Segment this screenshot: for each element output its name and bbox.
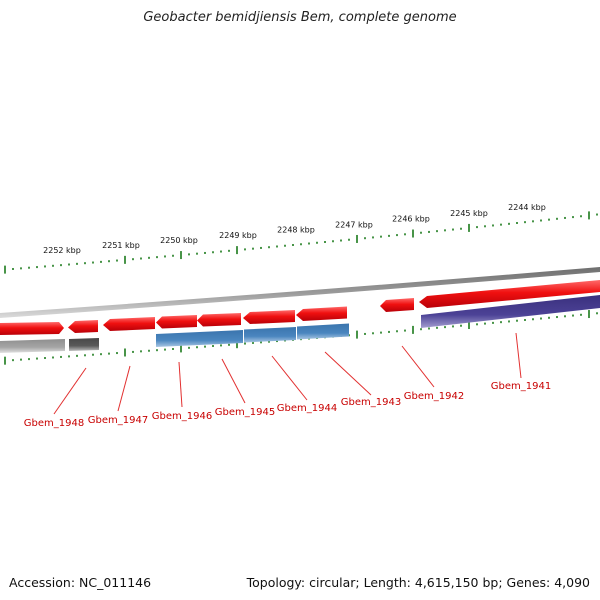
kbp-tick-label: 2245 kbp <box>450 209 488 218</box>
genome-backbone <box>0 267 600 318</box>
upper-tick-track <box>4 211 598 274</box>
gene-arrow-gbem-1948-fwd[interactable] <box>0 322 64 335</box>
gene-arrow-gbem-1946-fwd[interactable] <box>156 315 197 329</box>
gene-block-gbem-1941-rev[interactable] <box>421 295 600 328</box>
forward-strand-track <box>0 280 600 335</box>
gene-block-gbem-1948-rev[interactable] <box>0 339 65 353</box>
kbp-tick-label: 2250 kbp <box>160 236 198 245</box>
gene-arrow-gbem-1944-fwd[interactable] <box>243 310 295 324</box>
label-leader-lines <box>53 332 522 415</box>
kbp-tick-label: 2248 kbp <box>277 226 315 235</box>
gene-block-gbem-1947-rev[interactable] <box>69 338 99 351</box>
kbp-tick-label: 2246 kbp <box>392 215 430 224</box>
gene-arrow-gbem-1941-fwd[interactable] <box>419 280 600 308</box>
kbp-tick-label: 2247 kbp <box>335 220 373 229</box>
leader-line-gbem-1946 <box>178 361 183 408</box>
gene-arrow-gbem-1947b-fwd[interactable] <box>103 317 155 331</box>
leader-line-gbem-1941 <box>515 332 522 379</box>
kbp-tick-label: 2249 kbp <box>219 231 257 240</box>
kbp-tick-label: 2252 kbp <box>43 246 81 255</box>
leader-line-gbem-1942 <box>401 345 435 388</box>
gene-block-gbem-1946-rev[interactable] <box>156 330 243 347</box>
gene-block-gbem-1944-rev[interactable] <box>297 323 349 340</box>
gene-arrow-gbem-1945-fwd[interactable] <box>197 313 241 327</box>
gene-label-gbem-1946[interactable]: Gbem_1946 <box>152 411 212 422</box>
leader-line-gbem-1943 <box>324 351 372 396</box>
map-title: Geobacter bemidjiensis Bem, complete gen… <box>143 10 457 25</box>
gene-label-gbem-1943[interactable]: Gbem_1943 <box>341 397 401 408</box>
gene-label-gbem-1945[interactable]: Gbem_1945 <box>215 407 275 418</box>
reverse-strand-track <box>0 295 600 353</box>
gene-label-gbem-1948[interactable]: Gbem_1948 <box>24 418 84 429</box>
gene-label-gbem-1947[interactable]: Gbem_1947 <box>88 415 148 426</box>
gene-label-track: Gbem_1948 Gbem_1947 Gbem_1946 Gbem_1945 … <box>24 381 551 429</box>
gene-label-gbem-1941[interactable]: Gbem_1941 <box>491 381 551 392</box>
gene-block-gbem-1945-rev[interactable] <box>244 327 296 343</box>
kbp-tick-label: 2251 kbp <box>102 241 140 250</box>
kbp-tick-label: 2244 kbp <box>508 203 546 212</box>
accession-text: Accession: NC_011146 <box>9 575 152 590</box>
gene-arrow-gbem-1943-fwd[interactable] <box>296 306 347 322</box>
leader-line-gbem-1947 <box>117 365 131 412</box>
gene-arrow-gbem-1942-fwd[interactable] <box>380 298 414 312</box>
genome-stats-text: Topology: circular; Length: 4,615,150 bp… <box>246 575 590 590</box>
gene-label-gbem-1944[interactable]: Gbem_1944 <box>277 403 337 414</box>
leader-line-gbem-1948 <box>53 367 87 415</box>
leader-line-gbem-1944 <box>271 355 308 401</box>
gene-label-gbem-1942[interactable]: Gbem_1942 <box>404 391 464 402</box>
kbp-label-track: 2252 kbp 2251 kbp 2250 kbp 2249 kbp 2248 kbp… <box>43 203 546 255</box>
gene-arrow-gbem-1947-fwd[interactable] <box>68 320 98 333</box>
leader-line-gbem-1945 <box>221 358 246 404</box>
